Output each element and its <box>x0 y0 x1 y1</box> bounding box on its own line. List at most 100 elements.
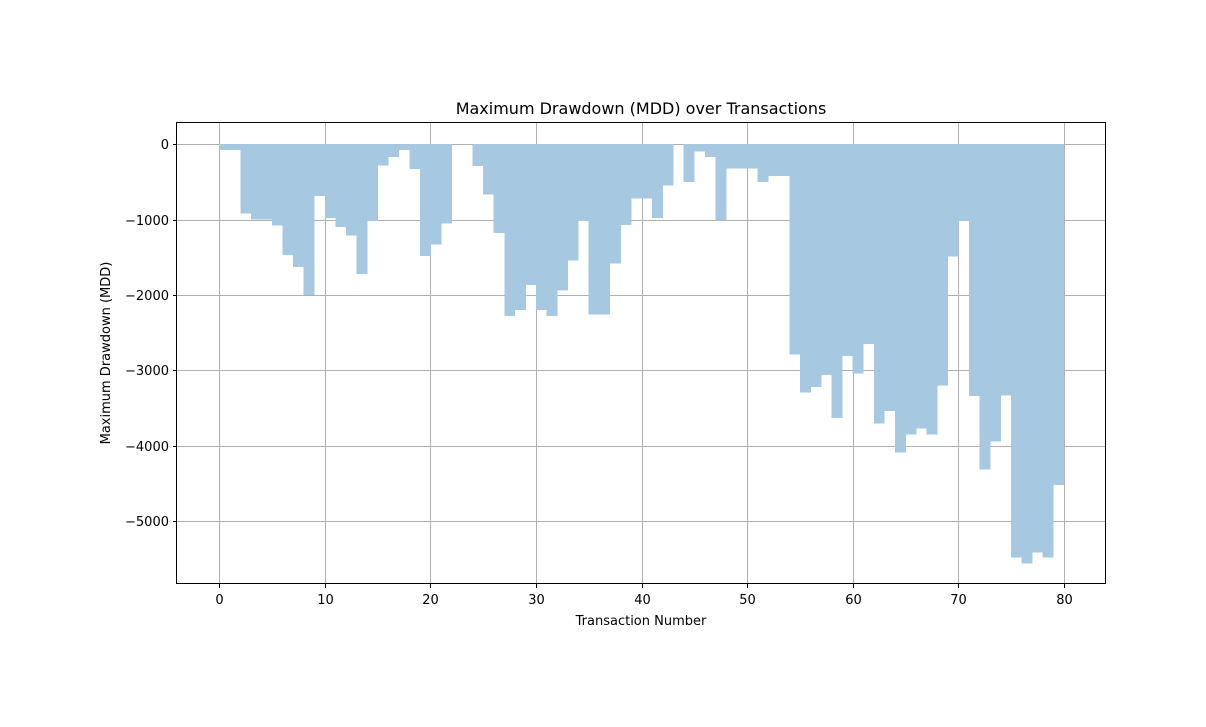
x-tick-label: 80 <box>1056 593 1073 608</box>
drawdown-step <box>609 144 621 264</box>
drawdown-step <box>229 144 241 151</box>
drawdown-step <box>409 144 421 170</box>
drawdown-step <box>398 144 410 151</box>
drawdown-step <box>810 144 822 388</box>
drawdown-step <box>282 144 294 256</box>
drawdown-step <box>947 144 959 257</box>
drawdown-step <box>736 144 748 169</box>
drawdown-step <box>715 144 727 221</box>
chart-title: Maximum Drawdown (MDD) over Transactions <box>456 99 827 118</box>
x-tick-label: 10 <box>317 593 334 608</box>
drawdown-step <box>778 144 790 176</box>
drawdown-step <box>873 144 885 424</box>
y-axis-label: Maximum Drawdown (MDD) <box>99 262 114 445</box>
drawdown-step <box>367 144 378 222</box>
drawdown-step <box>683 144 695 182</box>
drawdown-step <box>757 144 769 182</box>
drawdown-step <box>377 144 389 166</box>
drawdown-step <box>314 144 326 197</box>
drawdown-step <box>419 144 431 256</box>
drawdown-step <box>250 144 262 220</box>
drawdown-step <box>620 144 632 225</box>
drawdown-step <box>789 144 801 355</box>
x-tick-label: 30 <box>528 593 545 608</box>
drawdown-step <box>272 144 283 226</box>
drawdown-step <box>630 144 642 199</box>
drawdown-step <box>915 144 927 429</box>
drawdown-step <box>578 144 590 222</box>
drawdown-step <box>514 144 526 311</box>
drawdown-step <box>747 144 759 169</box>
drawdown-step <box>926 144 938 435</box>
drawdown-step <box>768 144 780 176</box>
drawdown-step <box>958 144 970 222</box>
drawdown-step <box>1053 144 1065 486</box>
drawdown-step <box>842 144 854 357</box>
drawdown-area-series <box>219 144 1065 564</box>
drawdown-step <box>599 144 611 315</box>
drawdown-step <box>493 144 505 234</box>
drawdown-step <box>704 144 716 157</box>
drawdown-step <box>557 144 569 291</box>
y-tick-label: −3000 <box>125 364 169 379</box>
drawdown-step <box>535 144 547 311</box>
drawdown-step <box>1032 144 1044 553</box>
drawdown-step <box>725 144 737 169</box>
x-tick-label: 0 <box>215 593 223 608</box>
drawdown-step <box>525 144 537 286</box>
y-tick-label: −5000 <box>125 515 169 530</box>
drawdown-step <box>799 144 811 393</box>
drawdown-step <box>345 144 357 236</box>
x-tick-label: 50 <box>739 593 756 608</box>
drawdown-step <box>937 144 949 386</box>
drawdown-step <box>293 144 305 268</box>
y-axis-ticks: 0 −1000 −2000 −3000 −4000 −5000 <box>125 138 177 530</box>
drawdown-step <box>324 144 336 219</box>
drawdown-step <box>440 144 452 224</box>
drawdown-step <box>894 144 906 453</box>
x-axis-label: Transaction Number <box>575 614 707 629</box>
drawdown-step <box>356 144 368 274</box>
drawdown-step <box>884 144 896 412</box>
drawdown-step <box>504 144 516 317</box>
drawdown-step <box>1042 144 1054 558</box>
drawdown-step <box>472 144 484 167</box>
x-axis-ticks: 0 10 20 30 40 50 60 70 80 <box>215 584 1073 608</box>
drawdown-step <box>1021 144 1033 564</box>
drawdown-step <box>863 144 875 345</box>
y-tick-label: 0 <box>161 138 169 153</box>
drawdown-step <box>1000 144 1012 396</box>
x-tick-label: 70 <box>950 593 967 608</box>
drawdown-step <box>652 144 664 219</box>
drawdown-step <box>240 144 252 214</box>
drawdown-step <box>219 144 231 151</box>
drawdown-step <box>641 144 653 199</box>
drawdown-step <box>852 144 864 374</box>
drawdown-step <box>694 144 706 152</box>
drawdown-step <box>831 144 843 419</box>
drawdown-step <box>588 144 600 315</box>
plot-frame <box>176 122 1106 584</box>
y-tick-label: −2000 <box>125 289 169 304</box>
drawdown-step <box>820 144 832 376</box>
drawdown-step <box>979 144 991 470</box>
drawdown-step <box>968 144 980 397</box>
x-tick-label: 60 <box>845 593 862 608</box>
drawdown-step <box>483 144 495 195</box>
drawdown-step <box>1010 144 1022 558</box>
drawdown-step <box>546 144 558 317</box>
y-tick-label: −4000 <box>125 440 169 455</box>
drawdown-step <box>662 144 674 186</box>
drawdown-step <box>335 144 347 228</box>
drawdown-step <box>567 144 579 261</box>
x-tick-label: 40 <box>634 593 651 608</box>
y-tick-label: −1000 <box>125 214 169 229</box>
drawdown-step <box>303 144 315 296</box>
x-tick-label: 20 <box>422 593 439 608</box>
drawdown-step <box>388 144 400 157</box>
drawdown-step <box>905 144 917 435</box>
drawdown-step <box>989 144 1001 442</box>
drawdown-step <box>261 144 273 220</box>
drawdown-step <box>430 144 442 245</box>
